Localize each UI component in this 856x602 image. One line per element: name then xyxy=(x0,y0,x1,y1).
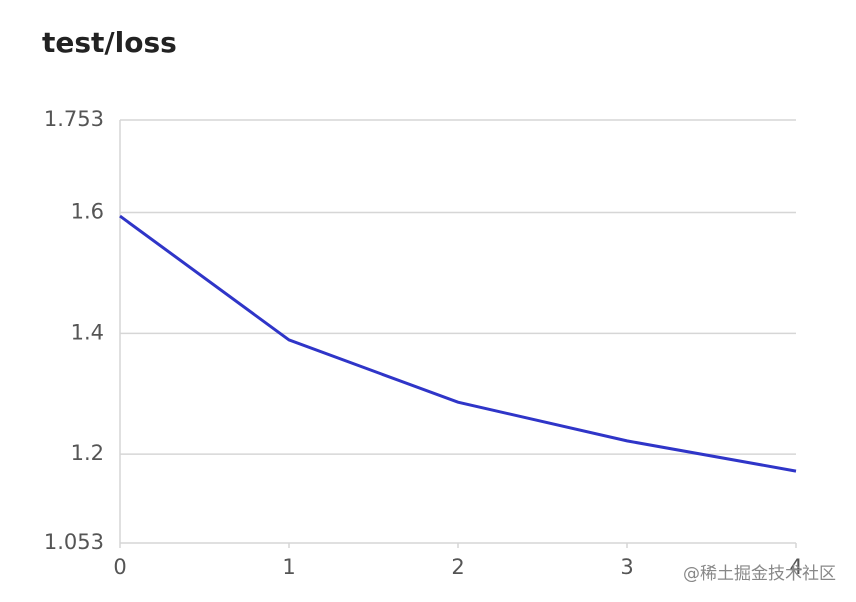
y-tick-label: 1.753 xyxy=(44,107,104,131)
y-tick-label: 1.6 xyxy=(71,199,104,223)
x-tick-label: 2 xyxy=(451,555,464,579)
x-tick-label: 1 xyxy=(282,555,295,579)
chart-title: test/loss xyxy=(42,26,177,59)
x-tick-label: 3 xyxy=(620,555,633,579)
series-line xyxy=(119,214,797,473)
y-tick-label: 1.053 xyxy=(44,530,104,554)
watermark: @稀土掘金技术社区 xyxy=(683,564,836,584)
y-tick-label: 1.2 xyxy=(71,441,104,465)
y-tick-label: 1.4 xyxy=(71,320,104,344)
x-tick-label: 4 xyxy=(789,555,802,579)
x-tick-label: 0 xyxy=(113,555,126,579)
